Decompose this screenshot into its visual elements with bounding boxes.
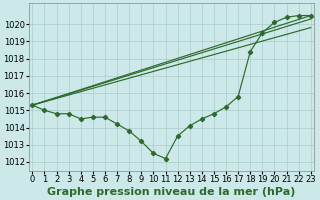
X-axis label: Graphe pression niveau de la mer (hPa): Graphe pression niveau de la mer (hPa) bbox=[47, 187, 296, 197]
